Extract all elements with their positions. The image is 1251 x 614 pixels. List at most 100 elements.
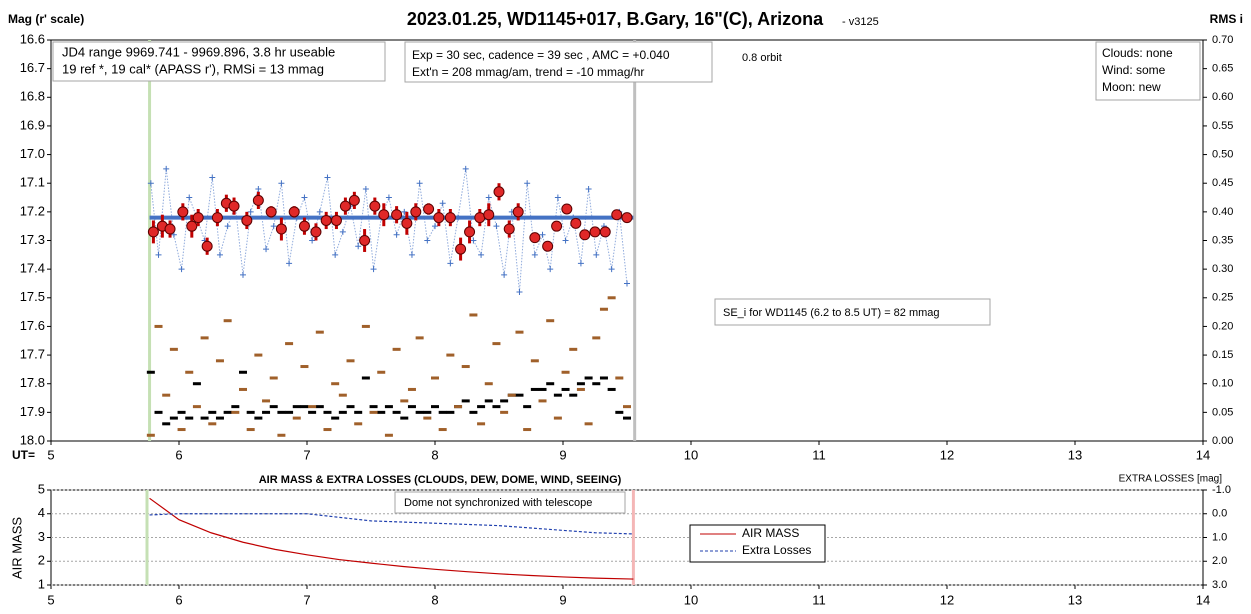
data-point <box>539 231 546 238</box>
y-tick-label: 3 <box>38 529 45 544</box>
data-point <box>228 200 240 212</box>
annotation: Ext'n = 208 mmag/am, trend = -10 mmag/hr <box>412 65 644 79</box>
data-point <box>500 399 509 403</box>
data-point <box>615 376 624 380</box>
data-point <box>530 387 539 391</box>
data-point <box>211 212 223 224</box>
data-point <box>529 232 541 244</box>
data-point <box>146 370 155 374</box>
y2-tick-label: 1.0 <box>1212 531 1227 543</box>
x-tick-label: 6 <box>175 592 182 607</box>
data-point <box>577 260 584 267</box>
data-point <box>269 376 278 380</box>
data-point <box>346 359 355 363</box>
data-point <box>370 266 377 273</box>
data-point <box>361 376 370 380</box>
data-point <box>492 342 501 346</box>
x-tick-label: 8 <box>431 447 438 462</box>
data-point <box>584 376 593 380</box>
data-point <box>470 237 477 244</box>
data-point <box>400 399 409 403</box>
data-point <box>246 410 255 414</box>
data-point <box>231 405 240 409</box>
y2-tick-label: 0.45 <box>1212 177 1233 189</box>
data-point <box>146 433 155 437</box>
x-tick-label: 14 <box>1196 447 1210 462</box>
data-point <box>177 428 186 432</box>
x-tick-label: 10 <box>684 592 698 607</box>
data-point <box>162 422 171 426</box>
data-point <box>424 237 431 244</box>
data-point <box>570 217 582 229</box>
y2-tick-label: 0.35 <box>1212 234 1233 246</box>
data-point <box>378 209 390 221</box>
y-tick-label: 1 <box>38 576 45 591</box>
data-point <box>611 209 623 221</box>
x-tick-label: 7 <box>303 447 310 462</box>
y2-tick-label: 0.0 <box>1212 508 1227 520</box>
y-tick-label: 16.9 <box>20 117 45 132</box>
data-point <box>433 212 445 224</box>
data-point <box>531 251 538 258</box>
data-point <box>277 433 286 437</box>
annotation-box <box>394 491 626 514</box>
data-point <box>546 319 555 323</box>
data-point <box>369 405 378 409</box>
plots: 5 6 7 8 9 10 11 12 13 1416.616.716.816.917.017.11… <box>20 31 1234 607</box>
data-point <box>164 223 176 235</box>
data-point <box>438 410 447 414</box>
data-point <box>298 220 310 232</box>
data-point <box>455 243 467 255</box>
data-point <box>262 410 271 414</box>
data-point <box>147 226 159 238</box>
chart-title: AIR MASS & EXTRA LOSSES (CLOUDS, DEW, DO… <box>259 474 622 486</box>
data-point <box>200 416 209 420</box>
data-point <box>320 214 332 226</box>
data-point <box>410 206 422 218</box>
data-point <box>469 313 478 317</box>
data-point <box>593 251 600 258</box>
annotation: 0.8 orbit <box>742 52 782 64</box>
y2-tick-label: 0.65 <box>1212 63 1233 75</box>
data-point <box>407 387 416 391</box>
data-point <box>585 185 592 192</box>
data-point <box>477 405 486 409</box>
data-point <box>401 217 413 229</box>
data-point <box>241 214 253 226</box>
data-point <box>408 251 415 258</box>
annotation: JD4 range 9969.741 - 9969.896, 3.8 hr us… <box>62 44 335 59</box>
data-point <box>262 399 271 403</box>
data-point <box>462 165 469 172</box>
x-tick-label: 10 <box>684 447 698 462</box>
data-point <box>621 212 633 224</box>
data-point <box>392 410 401 414</box>
data-point <box>254 416 263 420</box>
data-point <box>431 376 439 380</box>
y-axis-label: Mag (r' scale) <box>8 12 84 26</box>
y2-tick-label: 0.05 <box>1212 406 1233 418</box>
y2-tick-label: 3.0 <box>1212 579 1227 591</box>
data-point <box>192 405 201 409</box>
data-point <box>515 330 524 334</box>
data-point <box>469 410 478 414</box>
data-point <box>359 235 371 246</box>
data-point <box>484 382 493 386</box>
x-tick-label: 7 <box>303 592 310 607</box>
data-point <box>209 174 216 181</box>
annotation: Moon: new <box>1102 80 1161 94</box>
y-tick-label: 2 <box>38 553 45 568</box>
data-point <box>292 416 301 420</box>
data-point <box>624 280 630 287</box>
data-point <box>247 208 254 215</box>
data-point <box>416 180 423 187</box>
data-point <box>439 200 446 207</box>
x-tick-label: 9 <box>559 592 566 607</box>
data-point <box>512 206 524 218</box>
data-point <box>589 226 601 238</box>
data-point <box>309 237 316 244</box>
data-point <box>310 226 322 238</box>
x-tick-label: 12 <box>940 592 954 607</box>
data-point <box>346 405 355 409</box>
y-tick-label: 17.1 <box>20 175 45 190</box>
y2-tick-label: 0.60 <box>1212 91 1233 103</box>
